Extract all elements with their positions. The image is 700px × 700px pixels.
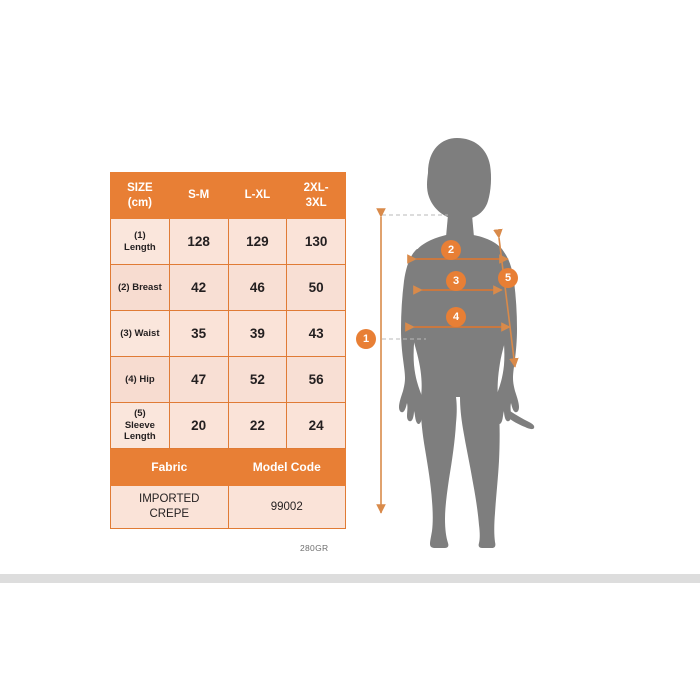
- measure-marker-3: 3: [446, 271, 466, 291]
- table-row: (1) Length 128 129 130: [110, 218, 346, 265]
- header-col-2xl-3xl: 2XL- 3XL: [286, 172, 346, 219]
- cell-length-l-xl: 129: [227, 218, 288, 265]
- cell-length-s-m: 128: [168, 218, 229, 265]
- header-size-line1: SIZE: [127, 182, 153, 195]
- row-label-length: (1) Length: [110, 218, 170, 265]
- table-row: (3) Waist 35 39 43: [110, 310, 346, 357]
- cell-waist-s-m: 35: [168, 310, 229, 357]
- mannequin-svg: [376, 138, 535, 548]
- row-label-length-line1: (1): [134, 229, 146, 241]
- header-model-code: Model Code: [227, 448, 346, 486]
- measure-marker-5: 5: [498, 268, 518, 288]
- fabric-value-row: IMPORTED CREPE 99002: [110, 485, 346, 529]
- row-label-sleeve-line3: Length: [124, 431, 156, 443]
- size-table-body: (1) Length 128 129 130 (2) Breast 42 46 …: [110, 218, 346, 529]
- mannequin-silhouette: [399, 138, 535, 548]
- row-label-length-line2: Length: [124, 241, 156, 253]
- row-label-sleeve-line1: (5): [134, 407, 146, 419]
- table-row: (2) Breast 42 46 50: [110, 264, 346, 311]
- table-row: (5) Sleeve Length 20 22 24: [110, 402, 346, 449]
- row-label-waist: (3) Waist: [110, 310, 170, 357]
- cell-breast-l-xl: 46: [227, 264, 288, 311]
- cell-waist-l-xl: 39: [227, 310, 288, 357]
- cell-waist-2xl-3xl: 43: [286, 310, 346, 357]
- header-size-cm: SIZE (cm): [110, 172, 170, 219]
- size-chart-table: SIZE (cm) S-M L-XL 2XL- 3XL (1) Length 1…: [110, 172, 346, 529]
- row-label-sleeve-line2: Sleeve: [124, 419, 155, 431]
- cell-model-code-value: 99002: [227, 485, 346, 529]
- header-col4-line2: 3XL: [305, 196, 327, 209]
- row-label-breast: (2) Breast: [110, 264, 170, 311]
- cell-breast-2xl-3xl: 50: [286, 264, 346, 311]
- header-col-s-m: S-M: [168, 172, 229, 219]
- measure-marker-2: 2: [441, 240, 461, 260]
- header-size-line2: (cm): [127, 196, 153, 209]
- bottom-divider-band: [0, 574, 700, 583]
- table-row: (4) Hip 47 52 56: [110, 356, 346, 403]
- size-table-header-row: SIZE (cm) S-M L-XL 2XL- 3XL: [110, 172, 346, 219]
- measure-marker-1: 1: [356, 329, 376, 349]
- header-col-l-xl: L-XL: [227, 172, 288, 219]
- header-fabric: Fabric: [110, 448, 229, 486]
- cell-length-2xl-3xl: 130: [286, 218, 346, 265]
- row-label-sleeve-length: (5) Sleeve Length: [110, 402, 170, 449]
- header-col4-line1: 2XL-: [303, 182, 329, 195]
- cell-sleeve-s-m: 20: [168, 402, 229, 449]
- cell-breast-s-m: 42: [168, 264, 229, 311]
- cell-hip-2xl-3xl: 56: [286, 356, 346, 403]
- cell-fabric-value: IMPORTED CREPE: [110, 485, 229, 529]
- fabric-value-line2: CREPE: [149, 508, 190, 520]
- cell-sleeve-l-xl: 22: [227, 402, 288, 449]
- fabric-value-line1: IMPORTED: [139, 493, 200, 506]
- row-label-hip: (4) Hip: [110, 356, 170, 403]
- cell-sleeve-2xl-3xl: 24: [286, 402, 346, 449]
- guide-lines: [382, 214, 448, 340]
- size-table-header: SIZE (cm) S-M L-XL 2XL- 3XL: [110, 172, 346, 219]
- measure-marker-4: 4: [446, 307, 466, 327]
- cell-hip-l-xl: 52: [227, 356, 288, 403]
- sleeve-length-measure-arrow: [493, 228, 519, 368]
- mannequin-diagram: 1 2 3 4 5: [350, 135, 560, 550]
- fabric-weight-note: 280GR: [300, 543, 329, 553]
- cell-hip-s-m: 47: [168, 356, 229, 403]
- fabric-header-row: Fabric Model Code: [110, 448, 346, 486]
